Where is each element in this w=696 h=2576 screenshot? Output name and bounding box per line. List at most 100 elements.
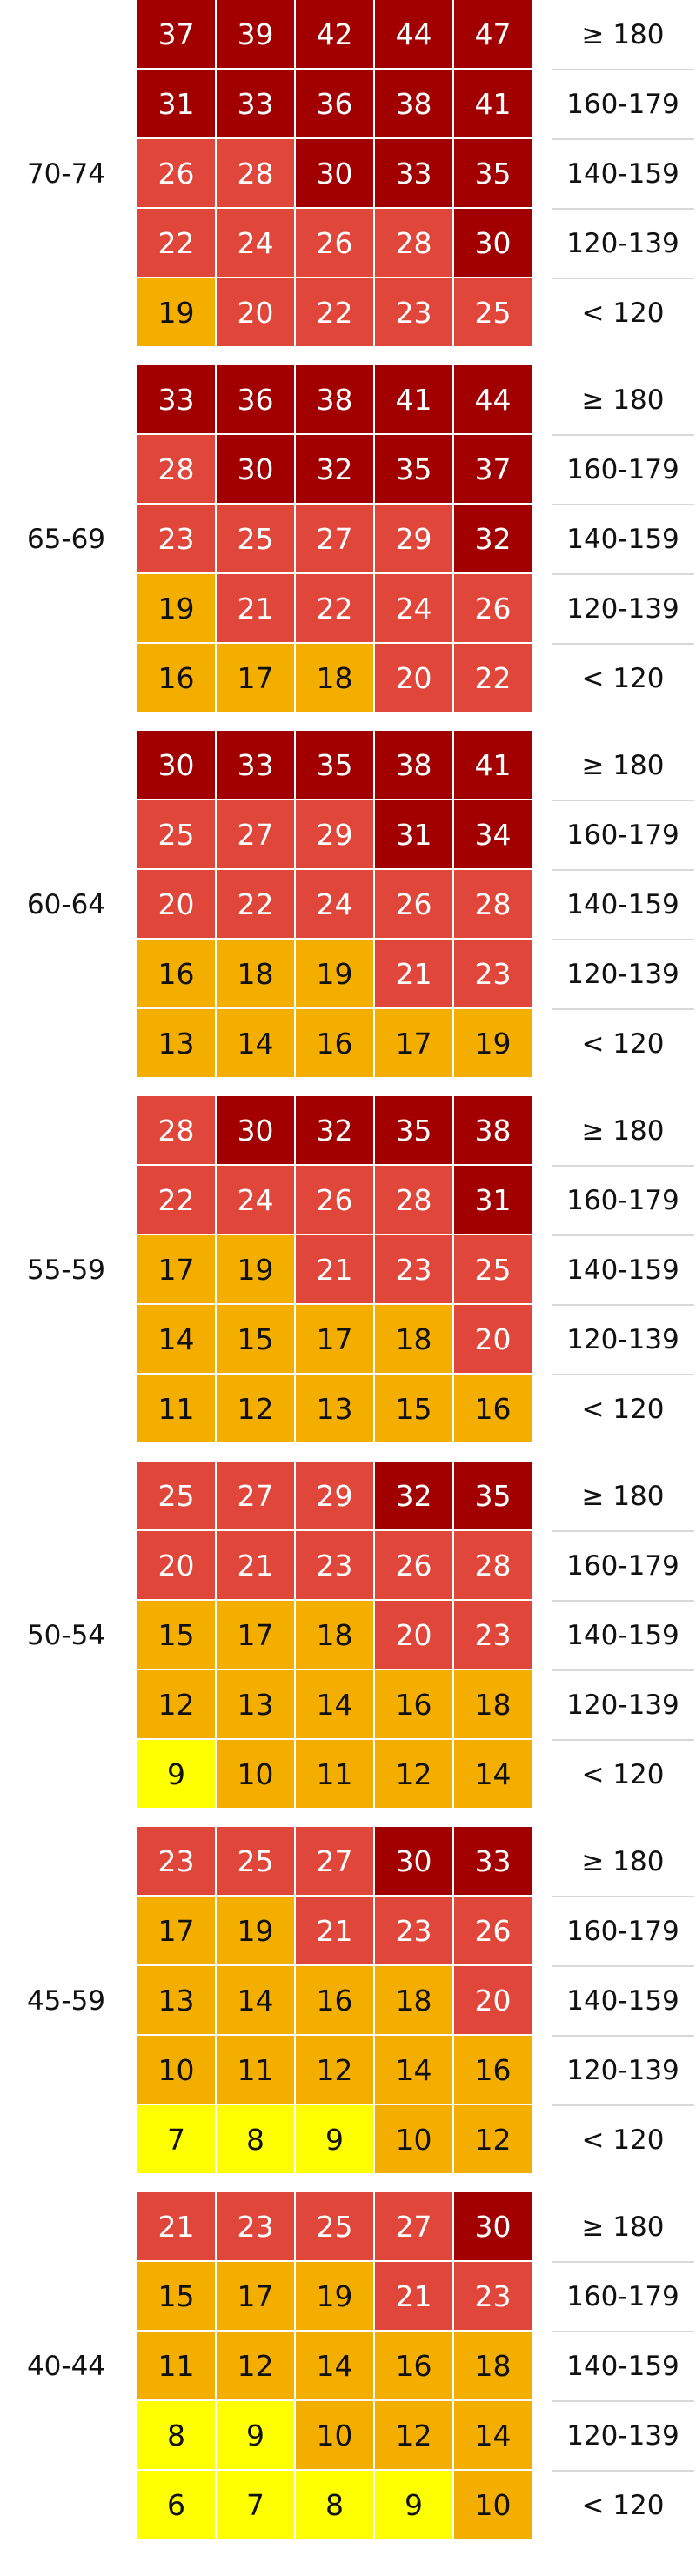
risk-cell: 38 xyxy=(296,365,373,433)
risk-cell: 18 xyxy=(296,1601,373,1669)
blood-pressure-label: ≥ 180 xyxy=(581,19,665,50)
blood-pressure-label: 160-179 xyxy=(566,820,679,851)
risk-cell: 11 xyxy=(296,1740,373,1808)
risk-cell: 14 xyxy=(296,1670,373,1738)
risk-cell: 19 xyxy=(296,2262,373,2330)
risk-cell: 30 xyxy=(454,209,532,277)
risk-cell: 13 xyxy=(217,1670,294,1738)
risk-cell: 25 xyxy=(454,1235,532,1303)
blood-pressure-label: 140-159 xyxy=(566,158,679,190)
risk-cell: 14 xyxy=(454,1740,532,1808)
row-divider xyxy=(552,1965,694,1967)
risk-cell: 31 xyxy=(375,800,452,868)
age-group-label: 55-59 xyxy=(26,1255,106,1286)
risk-cell: 30 xyxy=(137,731,215,799)
risk-cell: 14 xyxy=(217,1009,294,1077)
risk-cell: 24 xyxy=(375,574,452,642)
row-divider xyxy=(552,278,694,279)
risk-cell: 7 xyxy=(217,2471,294,2539)
risk-cell: 30 xyxy=(296,139,373,207)
blood-pressure-label: 160-179 xyxy=(566,1185,679,1216)
blood-pressure-label: ≥ 180 xyxy=(581,385,665,416)
row-divider xyxy=(552,869,694,871)
row-divider xyxy=(552,1374,694,1375)
risk-cell: 27 xyxy=(296,1827,373,1895)
row-divider xyxy=(552,1008,694,1010)
risk-cell: 20 xyxy=(137,870,215,938)
risk-cell: 17 xyxy=(217,1601,294,1669)
risk-cell: 11 xyxy=(137,1375,215,1442)
risk-cell: 27 xyxy=(217,1462,294,1529)
row-divider xyxy=(552,1739,694,1741)
risk-cell: 10 xyxy=(217,1740,294,1808)
risk-cell: 25 xyxy=(296,2192,373,2260)
risk-cell: 31 xyxy=(137,70,215,137)
risk-cell: 21 xyxy=(137,2192,215,2260)
risk-cell: 34 xyxy=(454,800,532,868)
blood-pressure-label: 140-159 xyxy=(566,524,679,555)
risk-cell: 22 xyxy=(217,870,294,938)
row-divider xyxy=(552,208,694,210)
row-divider xyxy=(552,1669,694,1671)
risk-cell: 27 xyxy=(217,800,294,868)
row-divider xyxy=(552,1600,694,1602)
risk-cell: 23 xyxy=(454,940,532,1007)
age-group-label: 45-59 xyxy=(26,1985,106,2017)
risk-cell: 35 xyxy=(375,1096,452,1164)
risk-cell: 17 xyxy=(137,1235,215,1303)
risk-cell: 16 xyxy=(296,1966,373,2034)
risk-cell: 30 xyxy=(454,2192,532,2260)
row-divider xyxy=(552,504,694,505)
age-group-label: 70-74 xyxy=(26,158,106,190)
row-divider xyxy=(552,1234,694,1236)
risk-cell: 16 xyxy=(375,1670,452,1738)
age-group-label: 65-69 xyxy=(26,524,106,555)
risk-cell: 35 xyxy=(296,731,373,799)
risk-cell: 16 xyxy=(137,644,215,712)
row-divider xyxy=(552,2331,694,2332)
age-group-label: 50-54 xyxy=(26,1620,106,1651)
risk-cell: 38 xyxy=(375,70,452,137)
risk-cell: 29 xyxy=(375,505,452,572)
risk-cell: 21 xyxy=(375,2262,452,2330)
risk-cell: 19 xyxy=(217,1897,294,1964)
risk-cell: 21 xyxy=(375,940,452,1007)
row-divider xyxy=(552,573,694,575)
risk-cell: 17 xyxy=(296,1305,373,1373)
risk-cell: 28 xyxy=(454,1531,532,1599)
risk-cell: 24 xyxy=(217,209,294,277)
row-divider xyxy=(552,2470,694,2472)
risk-cell: 26 xyxy=(375,870,452,938)
risk-cell: 14 xyxy=(217,1966,294,2034)
risk-cell: 15 xyxy=(375,1375,452,1442)
risk-cell: 32 xyxy=(296,435,373,503)
risk-cell: 18 xyxy=(296,644,373,712)
risk-cell: 25 xyxy=(137,800,215,868)
risk-cell: 14 xyxy=(375,2036,452,2104)
risk-cell: 16 xyxy=(137,940,215,1007)
risk-cell: 20 xyxy=(375,644,452,712)
age-group-label: 40-44 xyxy=(26,2351,106,2382)
blood-pressure-label: ≥ 180 xyxy=(581,1481,665,1512)
row-divider xyxy=(552,2035,694,2037)
risk-cell: 10 xyxy=(454,2471,532,2539)
risk-cell: 11 xyxy=(137,2332,215,2399)
blood-pressure-label: < 120 xyxy=(581,1028,665,1060)
risk-cell: 21 xyxy=(296,1235,373,1303)
risk-cell: 28 xyxy=(137,1096,215,1164)
risk-cell: 41 xyxy=(454,70,532,137)
risk-cell: 23 xyxy=(296,1531,373,1599)
blood-pressure-label: 120-139 xyxy=(566,959,679,990)
risk-cell: 38 xyxy=(375,731,452,799)
blood-pressure-label: < 120 xyxy=(581,663,665,694)
age-group-label: 60-64 xyxy=(26,889,106,920)
blood-pressure-label: 160-179 xyxy=(566,1916,679,1947)
risk-cell: 22 xyxy=(296,574,373,642)
blood-pressure-label: < 120 xyxy=(581,298,665,329)
blood-pressure-label: 120-139 xyxy=(566,1324,679,1355)
risk-cell: 8 xyxy=(296,2471,373,2539)
risk-cell: 36 xyxy=(217,365,294,433)
risk-cell: 33 xyxy=(375,139,452,207)
risk-cell: 23 xyxy=(454,2262,532,2330)
blood-pressure-label: 120-139 xyxy=(566,2420,679,2452)
